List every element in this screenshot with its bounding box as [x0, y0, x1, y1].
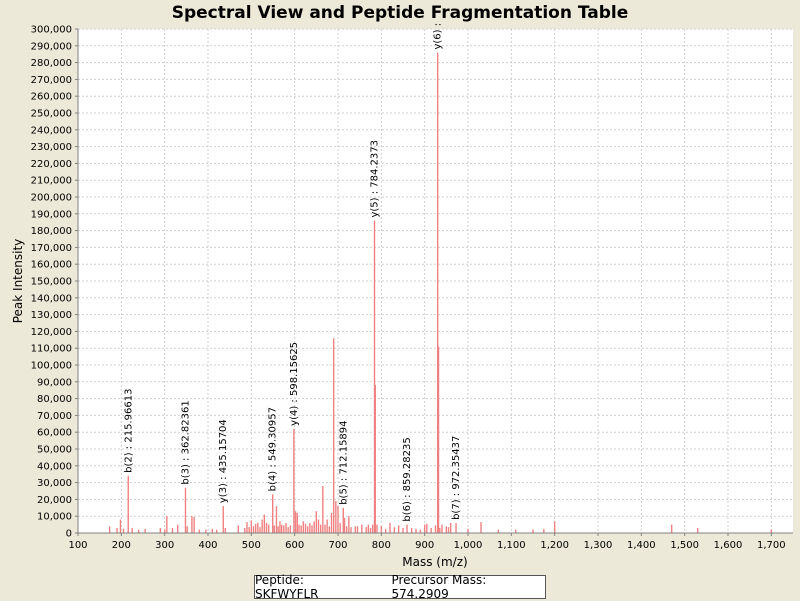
x-tick-label: 1,600 [714, 540, 743, 551]
peak-annotation-label: b(7) : 972.35437 [451, 436, 462, 520]
y-tick-label: 110,000 [31, 344, 72, 355]
grid-lines [77, 28, 793, 534]
y-tick-label: 220,000 [31, 159, 72, 170]
y-tick-label: 100,000 [31, 361, 72, 372]
y-tick-label: 300,000 [31, 25, 72, 36]
x-tick-label: 900 [415, 540, 434, 551]
y-tick-label: 290,000 [31, 41, 72, 52]
x-tick-label: 600 [285, 540, 304, 551]
y-tick-label: 180,000 [31, 226, 72, 237]
x-tick-label: 700 [328, 540, 347, 551]
x-tick-label: 1,000 [454, 540, 483, 551]
y-tick-label: 50,000 [37, 445, 72, 456]
peak-annotation-label: b(2) : 215.96613 [123, 389, 134, 473]
y-tick-label: 190,000 [31, 209, 72, 220]
y-tick-label: 20,000 [37, 495, 72, 506]
y-tick-label: 280,000 [31, 58, 72, 69]
y-tick-label: 200,000 [31, 193, 72, 204]
peak-annotation-label: y(5) : 784.2373 [370, 140, 381, 218]
peak-annotation-label: b(4) : 549.30957 [268, 407, 279, 491]
peak-annotation-label: y(3) : 435.15704 [218, 419, 229, 503]
peak-annotation-label: y(6) : [433, 23, 444, 50]
y-tick-label: 140,000 [31, 293, 72, 304]
x-tick-label: 1,100 [497, 540, 526, 551]
y-tick-label: 170,000 [31, 243, 72, 254]
y-tick-label: 210,000 [31, 176, 72, 187]
y-tick-label: 80,000 [37, 394, 72, 405]
y-tick-label: 120,000 [31, 327, 72, 338]
x-tick-label: 400 [198, 540, 217, 551]
legend-peptide: Peptide: SKFWYFLR [255, 573, 319, 601]
y-tick-label: 240,000 [31, 125, 72, 136]
peak-bars [108, 52, 773, 533]
peak-annotation-label: b(5) : 712.15894 [338, 420, 349, 504]
x-tick-label: 1,500 [670, 540, 699, 551]
y-tick-label: 270,000 [31, 75, 72, 86]
y-tick-label: 150,000 [31, 277, 72, 288]
y-tick-label: 60,000 [37, 428, 72, 439]
x-tick-label: 1,200 [540, 540, 569, 551]
y-axis-label: Peak Intensity [11, 239, 25, 324]
x-axis-label: Mass (m/z) [402, 555, 467, 569]
x-tick-label: 300 [155, 540, 174, 551]
legend-precursor-mass: Precursor Mass: 574.2909 [391, 573, 487, 601]
y-tick-label: 130,000 [31, 310, 72, 321]
x-tick-label: 100 [68, 540, 87, 551]
y-tick-label: 70,000 [37, 411, 72, 422]
legend: Peptide: SKFWYFLR Precursor Mass: 574.29… [254, 573, 546, 601]
chart-title: Spectral View and Peptide Fragmentation … [171, 3, 629, 23]
x-tick-label: 1,400 [627, 540, 656, 551]
y-tick-label: 40,000 [37, 461, 72, 472]
y-tick-label: 250,000 [31, 109, 72, 120]
y-tick-label: 90,000 [37, 377, 72, 388]
x-tick-label: 1,300 [584, 540, 613, 551]
y-tick-label: 230,000 [31, 142, 72, 153]
y-tick-label: 160,000 [31, 260, 72, 271]
y-tick-label: 260,000 [31, 92, 72, 103]
x-tick-label: 200 [112, 540, 131, 551]
peak-annotation-label: b(3) : 362.82361 [180, 400, 191, 484]
peak-annotations: b(2) : 215.96613 b(3) : 362.82361 y(3) : 4… [123, 23, 462, 522]
axes: 0 10,000 20,000 30,000 40,000 50,000 60,000 70,… [31, 25, 793, 551]
x-tick-label: 500 [242, 540, 261, 551]
x-tick-label: 800 [372, 540, 391, 551]
x-tick-label: 1,700 [757, 540, 786, 551]
y-tick-label: 0 [66, 529, 72, 540]
peak-annotation-label: b(6) : 859.28235 [402, 437, 413, 521]
y-tick-label: 10,000 [37, 512, 72, 523]
peak-annotation-label: y(4) : 598.15625 [289, 342, 300, 426]
y-tick-label: 30,000 [37, 478, 72, 489]
